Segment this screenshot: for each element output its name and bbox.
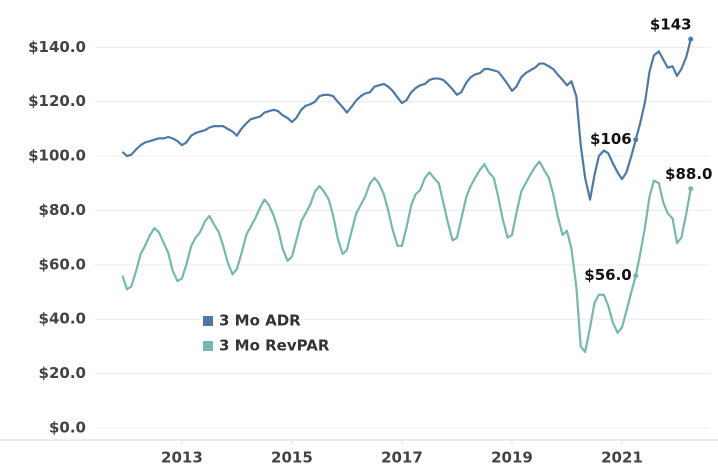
y-tick-label: $0.0 xyxy=(49,419,86,437)
y-tick-label: $80.0 xyxy=(39,201,86,219)
legend-swatch xyxy=(203,341,213,351)
x-tick-label: 2019 xyxy=(491,449,533,467)
x-tick-label: 2021 xyxy=(601,449,643,467)
data-label: $56.0 xyxy=(584,266,631,284)
series-line xyxy=(121,160,692,353)
x-tick-label: 2015 xyxy=(271,449,313,467)
y-tick-label: $60.0 xyxy=(39,255,86,273)
y-tick-label: $100.0 xyxy=(28,147,86,165)
data-label: $88.0 xyxy=(665,165,712,183)
y-tick-label: $40.0 xyxy=(39,310,86,328)
labeled-point xyxy=(633,137,639,143)
y-tick-label: $120.0 xyxy=(28,92,86,110)
labeled-point xyxy=(688,186,694,192)
legend-swatch xyxy=(203,316,213,326)
x-tick-label: 2017 xyxy=(381,449,423,467)
labeled-point xyxy=(633,273,639,279)
data-label: $106 xyxy=(590,130,632,148)
legend-label: 3 Mo ADR xyxy=(219,312,301,330)
y-tick-label: $20.0 xyxy=(39,364,86,382)
data-label: $143 xyxy=(650,16,692,34)
y-tick-label: $140.0 xyxy=(28,38,86,56)
x-tick-label: 2013 xyxy=(161,449,203,467)
legend-label: 3 Mo RevPAR xyxy=(219,337,330,355)
labeled-point xyxy=(688,36,694,42)
series-line xyxy=(121,38,692,201)
